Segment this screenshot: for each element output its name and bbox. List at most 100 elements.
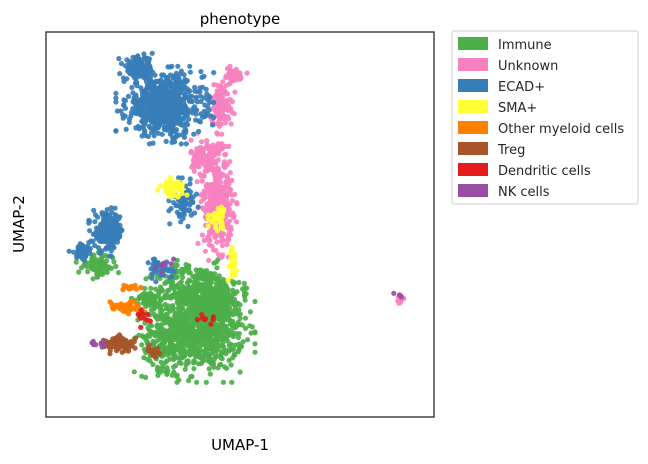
data-point [223,151,229,157]
legend-swatch [458,142,488,155]
data-point [159,269,165,275]
data-point [99,269,105,275]
data-point [205,223,211,229]
data-point [248,330,254,336]
data-point [207,182,213,188]
data-point [210,361,217,367]
data-point [198,139,205,145]
data-point [110,338,116,344]
data-point [225,338,231,344]
data-point [244,70,250,76]
data-point [107,299,113,305]
data-point [156,88,162,95]
data-point [224,287,230,293]
data-point [172,323,178,329]
data-point [252,298,258,305]
legend-swatch [458,184,488,197]
data-point [120,75,127,81]
data-point [118,226,124,233]
data-point [194,179,200,185]
legend-label: Unknown [498,59,558,74]
data-point [222,325,228,331]
data-point [180,284,186,290]
data-point [205,212,211,218]
data-point [129,342,135,348]
data-point [165,268,171,274]
data-point [242,325,249,331]
data-point [218,121,224,127]
data-point [118,61,125,67]
data-point [191,311,197,317]
data-point [181,72,187,78]
data-point [114,108,120,114]
data-point [223,351,229,357]
data-point [175,305,181,311]
data-point [163,74,169,81]
data-point [89,255,95,261]
data-point [211,188,217,194]
data-point [155,346,161,352]
data-point [226,190,233,196]
data-point [97,234,103,240]
data-point [122,98,128,104]
data-point [396,292,403,298]
legend-swatch [458,163,488,176]
data-point [181,87,188,93]
data-point [157,114,163,120]
data-point [153,264,159,270]
data-point [220,304,226,310]
data-point [179,306,185,312]
data-point [179,200,185,206]
data-point [225,313,231,319]
data-point [110,225,116,231]
legend-swatch [458,37,488,50]
data-point [113,90,119,96]
data-point [197,85,203,91]
point-cluster-immune [128,284,172,322]
point-cluster-sma- [155,174,190,200]
point-cluster-ecad- [66,241,93,263]
data-point [86,217,92,223]
data-point [104,269,110,275]
point-cluster-sma- [225,244,239,283]
data-point [153,286,159,292]
data-point [202,282,208,289]
data-point [229,68,235,74]
data-point [184,317,190,323]
data-point [193,297,199,303]
data-point [206,271,212,277]
data-point [131,369,137,375]
data-point [158,359,164,365]
data-point [87,251,93,257]
data-point [229,109,235,116]
data-point [208,113,214,119]
data-point [155,372,161,378]
data-point [207,298,213,304]
data-point [202,113,208,120]
data-point [148,97,154,103]
data-point [155,364,161,370]
data-point [179,175,185,181]
data-point [193,267,199,273]
data-point [161,115,167,121]
data-point [138,315,144,321]
data-point [221,163,227,169]
data-point [215,365,221,371]
data-point [149,275,155,281]
data-point [103,222,109,228]
data-point [228,332,234,338]
data-point [224,242,230,248]
data-point [186,378,192,384]
data-point [229,75,235,81]
data-point [71,249,77,255]
data-point [200,353,206,359]
data-point [199,296,206,302]
data-point [187,69,193,75]
data-point [206,336,212,342]
data-point [170,125,176,131]
data-point [214,131,221,137]
data-point [152,72,158,78]
data-point [223,294,229,300]
data-point [99,210,105,216]
data-point [85,269,91,275]
